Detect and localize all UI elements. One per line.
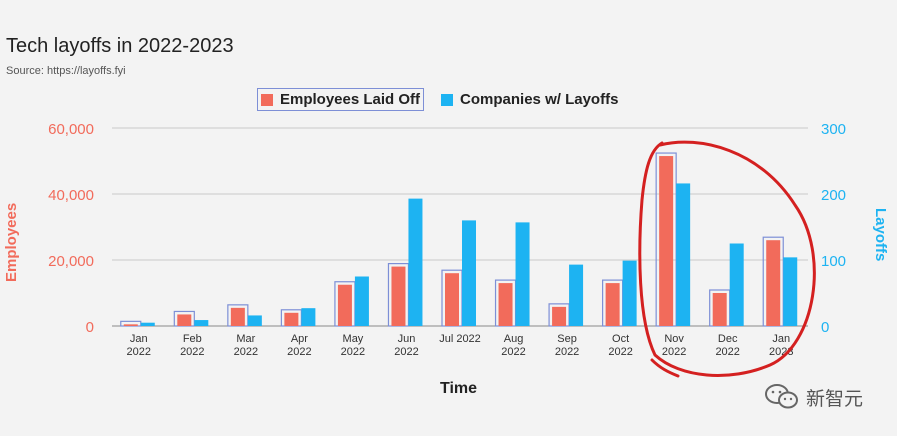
x-tick-label: 2022 bbox=[394, 346, 418, 358]
y-tick-label-left: 40,000 bbox=[48, 187, 94, 204]
bar-companies-with-layoffs bbox=[729, 243, 744, 326]
legend-item-companies[interactable]: Companies w/ Layoffs bbox=[438, 89, 621, 110]
bar-employees-laid-off bbox=[498, 283, 513, 326]
bar-employees-laid-off bbox=[766, 240, 781, 326]
bar-employees-laid-off bbox=[177, 314, 192, 326]
x-tick-label: May bbox=[343, 333, 364, 345]
bar-companies-with-layoffs bbox=[140, 322, 155, 326]
x-tick-label: Jul 2022 bbox=[439, 333, 481, 345]
bar-employees-laid-off bbox=[284, 312, 299, 326]
x-tick-label: 2022 bbox=[662, 346, 686, 358]
bar-companies-with-layoffs bbox=[622, 260, 637, 326]
bar-companies-with-layoffs bbox=[408, 198, 423, 326]
x-tick-label: Aug bbox=[504, 333, 524, 345]
x-tick-label: Apr bbox=[291, 333, 308, 345]
x-tick-label: Jun bbox=[398, 333, 416, 345]
bar-companies-with-layoffs bbox=[569, 264, 584, 326]
x-tick-label: 2022 bbox=[501, 346, 525, 358]
annotation-circle bbox=[638, 140, 816, 378]
y-tick-label-right: 300 bbox=[821, 121, 846, 138]
bar-companies-with-layoffs bbox=[354, 276, 369, 326]
bar-employees-laid-off bbox=[659, 156, 674, 326]
bar-employees-laid-off bbox=[552, 306, 567, 326]
x-tick-label: 2022 bbox=[715, 346, 739, 358]
x-tick-label: 2022 bbox=[555, 346, 579, 358]
x-tick-label: 2022 bbox=[341, 346, 365, 358]
x-tick-label: Nov bbox=[664, 333, 684, 345]
bar-companies-with-layoffs bbox=[515, 222, 530, 326]
chart-legend: Employees Laid Off Companies w/ Layoffs bbox=[257, 88, 621, 111]
bar-companies-with-layoffs bbox=[783, 257, 798, 326]
x-tick-label: Jan bbox=[772, 333, 790, 345]
x-tick-label: Jan bbox=[130, 333, 148, 345]
watermark-text: 新智元 bbox=[806, 388, 864, 410]
x-tick-label: 2022 bbox=[608, 346, 632, 358]
y-tick-label-right: 200 bbox=[821, 187, 846, 204]
y-axis-title-right: Layoffs bbox=[872, 208, 889, 262]
legend-label-companies: Companies w/ Layoffs bbox=[460, 91, 619, 108]
y-tick-label-right: 0 bbox=[821, 319, 829, 336]
y-tick-label-left: 0 bbox=[86, 319, 94, 336]
y-axis-title-left: Employees bbox=[3, 202, 20, 282]
bar-employees-laid-off bbox=[712, 293, 727, 326]
bar-employees-laid-off bbox=[391, 266, 406, 326]
y-tick-label-left: 20,000 bbox=[48, 253, 94, 270]
x-tick-label: 2022 bbox=[180, 346, 204, 358]
x-tick-label: 2022 bbox=[234, 346, 258, 358]
bar-employees-laid-off bbox=[337, 284, 352, 326]
chart-title: Tech layoffs in 2022-2023 bbox=[6, 35, 234, 57]
y-tick-label-right: 100 bbox=[821, 253, 846, 270]
bar-employees-laid-off bbox=[605, 283, 620, 326]
bar-companies-with-layoffs bbox=[247, 315, 262, 326]
legend-swatch-employees bbox=[261, 93, 273, 106]
bar-employees-laid-off bbox=[123, 324, 138, 326]
x-tick-label: Mar bbox=[236, 333, 255, 345]
x-tick-label: 2022 bbox=[287, 346, 311, 358]
x-tick-label: Feb bbox=[183, 333, 202, 345]
bar-employees-laid-off bbox=[230, 307, 245, 326]
y-tick-label-left: 60,000 bbox=[48, 121, 94, 138]
legend-label-employees: Employees Laid Off bbox=[280, 91, 421, 108]
x-tick-label: Sep bbox=[557, 333, 577, 345]
x-tick-label: Dec bbox=[718, 333, 738, 345]
bar-companies-with-layoffs bbox=[462, 220, 476, 326]
x-axis-title: Time bbox=[440, 380, 478, 397]
x-tick-label: 2022 bbox=[127, 346, 151, 358]
bar-companies-with-layoffs bbox=[676, 183, 691, 326]
legend-item-employees[interactable]: Employees Laid Off bbox=[257, 88, 425, 111]
bar-employees-laid-off bbox=[445, 273, 459, 326]
x-tick-label: Oct bbox=[612, 333, 629, 345]
bar-companies-with-layoffs bbox=[194, 320, 209, 326]
bar-companies-with-layoffs bbox=[301, 308, 316, 326]
legend-swatch-companies bbox=[441, 93, 454, 106]
chart-subtitle: Source: https://layoffs.fyi bbox=[6, 65, 126, 77]
wechat-icon bbox=[765, 384, 798, 409]
watermark: 新智元 bbox=[764, 383, 863, 411]
x-tick-label: 2023 bbox=[769, 346, 793, 358]
